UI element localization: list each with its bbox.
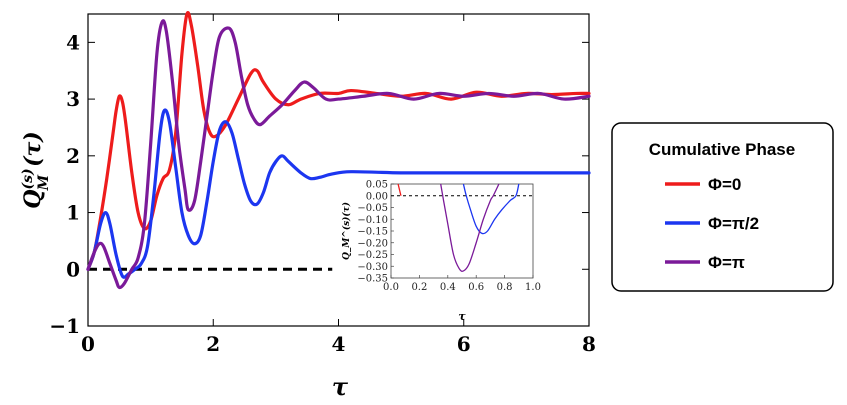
inset-x-tick-label: 0.4 — [440, 282, 456, 293]
main-x-tick-label: 8 — [582, 332, 596, 356]
main-series-group — [86, 10, 591, 290]
inset-y-tick-label: −0.10 — [357, 215, 388, 226]
main-x-ticks: 0 2 4 6 8 — [81, 14, 596, 356]
inset-series-line-phi-pi-2 — [462, 183, 520, 235]
main-y-tick-label: 3 — [66, 87, 80, 111]
main-y-axis-title: Q(s)M(τ) — [20, 131, 52, 208]
inset-chart: 0.0 0.2 0.4 0.6 0.8 1.0 0.050.00−0.05−0.10−0.… — [341, 180, 541, 324]
inset-y-tick-label: −0.20 — [357, 238, 388, 249]
inset-y-tick-label: −0.25 — [357, 250, 388, 261]
inset-x-axis-title: τ — [458, 310, 466, 323]
inset-y-axis-title: Q_M^(s)(τ) — [341, 202, 352, 260]
main-x-tick-label: 4 — [332, 332, 346, 356]
inset-y-tick-label: −0.15 — [357, 227, 388, 238]
inset-x-tick-label: 0.6 — [468, 282, 484, 293]
inset-y-tick-label: −0.05 — [357, 203, 388, 214]
inset-x-tick-label: 1.0 — [525, 282, 541, 293]
inset-y-tick-label: −0.30 — [357, 262, 388, 273]
legend-label-phi-0: Φ=0 — [708, 175, 741, 194]
main-x-tick-label: 6 — [457, 332, 471, 356]
inset-series-group — [391, 183, 533, 272]
legend: Cumulative Phase Φ=0 Φ=π/2 Φ=π — [611, 122, 834, 292]
inset-series-line-phi-pi — [440, 183, 500, 272]
main-y-tick-label: 2 — [66, 144, 80, 168]
main-y-tick-label: 0 — [66, 257, 80, 281]
series-line-phi-pi — [86, 19, 591, 290]
inset-plot-frame — [390, 183, 534, 279]
main-y-tick-label: 1 — [66, 201, 80, 225]
inset-x-tick-label: 0.0 — [383, 282, 399, 293]
legend-title: Cumulative Phase — [649, 140, 795, 159]
inset-series-line-phi-0 — [397, 183, 402, 196]
legend-label-phi-pi: Φ=π — [708, 253, 745, 272]
legend-label-phi-pi-2: Φ=π/2 — [708, 214, 759, 233]
series-line-phi-0 — [86, 10, 591, 271]
inset-y-tick-label: 0.00 — [366, 191, 388, 202]
main-x-tick-label: 2 — [206, 332, 220, 356]
inset-y-ticks: 0.050.00−0.05−0.10−0.15−0.20−0.25−0.30−0… — [357, 180, 394, 285]
main-plot-frame — [87, 13, 590, 327]
legend-entries: Φ=0 Φ=π/2 Φ=π — [665, 175, 759, 272]
main-y-ticks: −1 0 1 2 3 4 — [49, 30, 589, 338]
inset-x-ticks: 0.0 0.2 0.4 0.6 0.8 1.0 — [383, 275, 541, 293]
main-y-tick-label: −1 — [49, 314, 80, 338]
inset-x-tick-label: 0.8 — [497, 282, 513, 293]
legend-box — [611, 122, 834, 292]
inset-y-tick-label: −0.35 — [357, 274, 388, 285]
main-x-axis-title: τ — [332, 372, 349, 401]
inset-y-tick-label: 0.05 — [366, 180, 388, 191]
main-x-tick-label: 0 — [81, 332, 95, 356]
main-y-tick-label: 4 — [66, 30, 80, 54]
inset-x-tick-label: 0.2 — [411, 282, 427, 293]
